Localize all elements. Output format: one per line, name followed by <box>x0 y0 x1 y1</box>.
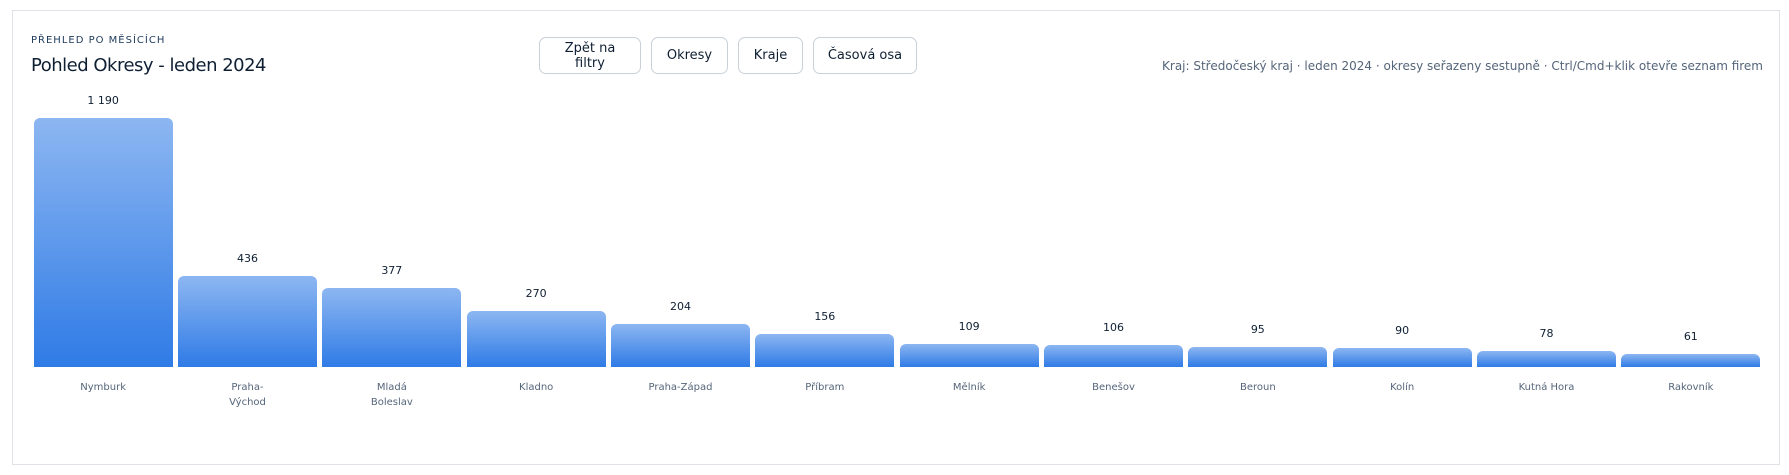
x-tick-label: Kladno <box>519 382 554 393</box>
x-tick-label: Praha-Východ <box>229 382 266 408</box>
x-tick-label: Benešov <box>1092 382 1135 393</box>
x-tick-label: Kutná Hora <box>1518 382 1575 393</box>
title: Pohled Okresy - leden 2024 <box>31 55 267 76</box>
value-label: 109 <box>958 320 980 334</box>
x-tick-label: Mladá Boleslav <box>370 382 413 408</box>
button[interactable]: Kraje <box>738 37 803 74</box>
bar[interactable] <box>1476 350 1617 367</box>
button[interactable]: Okresy <box>651 37 728 74</box>
value-label: 78 <box>1539 326 1554 340</box>
x-tick-label: Nymburk <box>80 382 127 393</box>
bar[interactable] <box>33 118 173 367</box>
value-label: 377 <box>381 264 403 278</box>
value-label: 90 <box>1395 324 1410 338</box>
value-label: 1 190 <box>87 94 119 107</box>
eyebrow: PŘEHLED PO MĚSÍCÍCH <box>31 35 166 46</box>
bar[interactable] <box>322 288 462 367</box>
bar[interactable] <box>1188 347 1328 367</box>
x-tick-label: Kolín <box>1390 382 1415 393</box>
note: Kraj: Středočeský kraj · leden 2024 · ok… <box>1162 59 1763 73</box>
bar[interactable] <box>1621 354 1761 367</box>
bar[interactable] <box>899 344 1039 367</box>
value-label: 106 <box>1102 320 1124 334</box>
x-tick-label: Příbram <box>805 382 845 393</box>
value-label: 95 <box>1250 323 1265 337</box>
value-label: 204 <box>669 300 691 314</box>
x-tick-label: Beroun <box>1239 382 1276 393</box>
x-tick-label: Praha-Západ <box>648 382 713 393</box>
card <box>12 10 1780 465</box>
button[interactable]: Časová osa <box>813 37 917 74</box>
x-tick-label: Mělník <box>952 382 986 393</box>
value-label: 61 <box>1683 330 1698 344</box>
value-label: 270 <box>525 286 547 300</box>
bar[interactable] <box>466 310 606 367</box>
bar[interactable] <box>177 275 318 367</box>
bar[interactable] <box>1332 348 1472 367</box>
bar[interactable] <box>1043 344 1184 367</box>
x-tick-label: Rakovník <box>1668 382 1714 393</box>
bar[interactable] <box>755 334 895 367</box>
button[interactable]: Zpět na filtry <box>539 37 641 74</box>
value-label: 436 <box>236 251 258 265</box>
value-label: 156 <box>814 310 836 324</box>
bar[interactable] <box>610 324 751 367</box>
